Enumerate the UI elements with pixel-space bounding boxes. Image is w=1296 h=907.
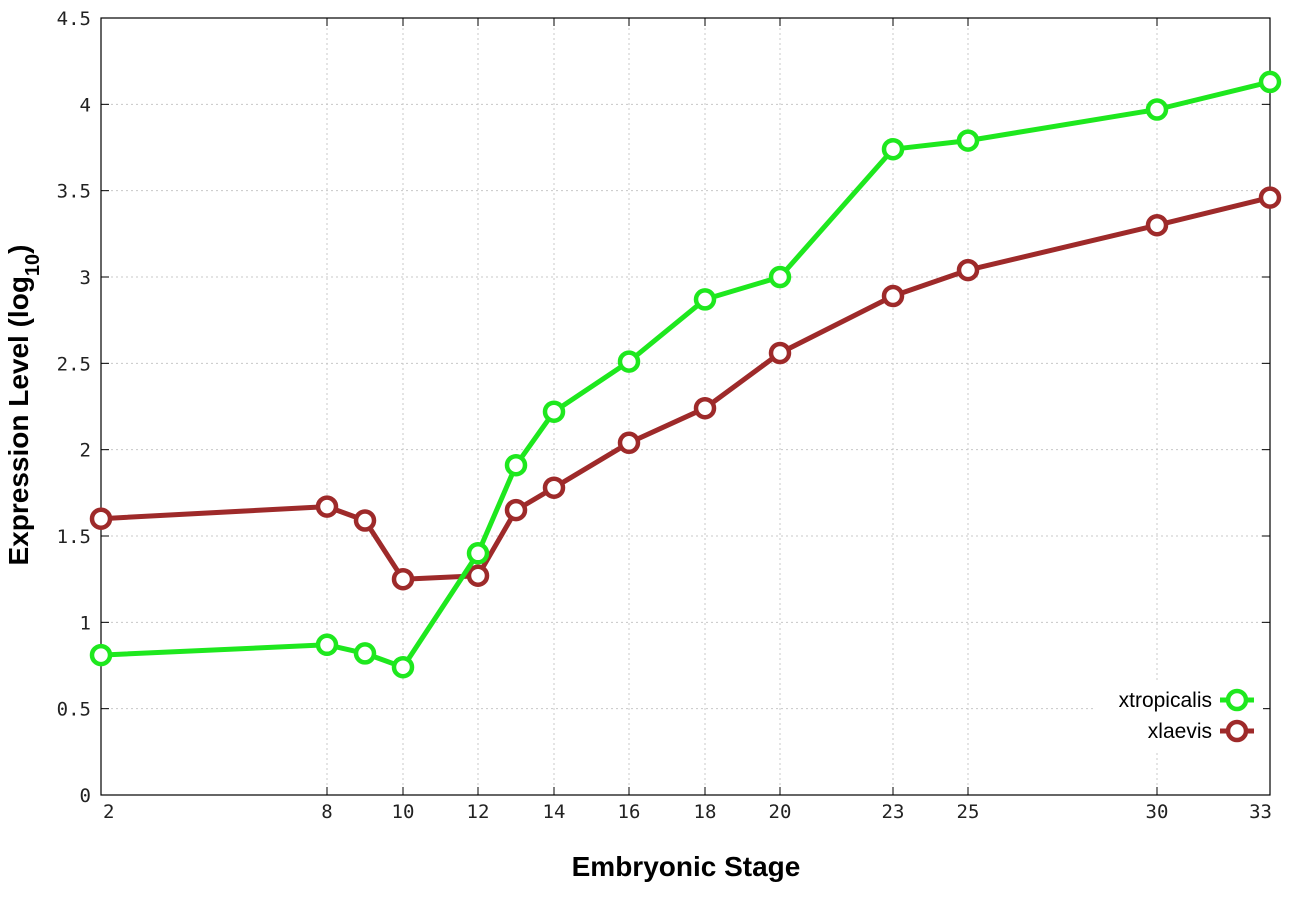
series-xtropicalis (89, 70, 1282, 679)
legend-label-xtropicalis: xtropicalis (1119, 689, 1212, 712)
legend-label-xlaevis: xlaevis (1148, 720, 1212, 743)
data-point-xlaevis (353, 509, 377, 532)
x-axis-title: Embryonic Stage (572, 851, 801, 882)
y-tick-label: 4.5 (57, 8, 91, 30)
legend-marker-xlaevis (1225, 719, 1249, 743)
y-tick-label: 0.5 (57, 699, 91, 721)
data-point-xlaevis (693, 396, 717, 420)
y-tick-label: 1 (80, 612, 91, 634)
data-point-xtropicalis (768, 265, 792, 289)
data-point-xlaevis (542, 476, 566, 499)
grid-lines (101, 18, 1270, 795)
y-axis-title-main: Expression Level (log (3, 276, 34, 565)
axis-ticks: 0 0.5 1 1.5 2 2.5 3 3.5 4 4.5 2 8 10 12 14 16 18 20 23 25 30… (57, 8, 1272, 823)
data-point-xtropicalis (881, 137, 905, 161)
data-point-xlaevis (504, 498, 528, 522)
data-point-xlaevis (466, 564, 490, 587)
y-axis-title-subscript: 10 (22, 254, 44, 276)
x-tick-label: 12 (467, 801, 490, 823)
data-point-xlaevis (881, 284, 905, 308)
y-tick-label: 3 (80, 267, 91, 289)
data-point-xtropicalis (504, 453, 528, 477)
data-point-xtropicalis (391, 655, 415, 679)
series-line-xlaevis (100, 195, 1271, 582)
legend: xtropicalis xlaevis (1095, 680, 1263, 750)
legend-marker-xtropicalis (1225, 688, 1249, 712)
data-point-xtropicalis (617, 350, 641, 373)
x-tick-label: 33 (1249, 801, 1272, 823)
data-point-xlaevis (89, 507, 113, 530)
data-point-xlaevis (617, 431, 641, 455)
data-point-xtropicalis (693, 288, 717, 311)
data-point-xtropicalis (542, 400, 566, 423)
y-tick-label: 2 (80, 440, 91, 462)
x-tick-label: 18 (694, 801, 717, 823)
data-point-xtropicalis (315, 633, 339, 657)
x-tick-label: 14 (543, 801, 566, 823)
x-tick-label: 20 (769, 801, 792, 823)
data-point-xtropicalis (466, 542, 490, 565)
data-point-xtropicalis (1258, 70, 1282, 94)
y-axis-title-close: ) (3, 245, 34, 254)
data-point-xlaevis (1145, 213, 1169, 237)
plot-frame (100, 17, 1271, 796)
data-point-xlaevis (956, 258, 980, 282)
x-tick-label: 23 (882, 801, 905, 823)
data-point-xtropicalis (956, 129, 980, 152)
data-point-xtropicalis (1145, 98, 1169, 121)
data-point-xtropicalis (89, 643, 113, 667)
x-tick-label: 30 (1146, 801, 1169, 823)
series-line-xtropicalis (100, 79, 1271, 670)
x-tick-label: 2 (103, 801, 114, 823)
y-tick-label: 0 (80, 785, 91, 807)
series-xlaevis (89, 186, 1282, 591)
y-tick-label: 3.5 (57, 181, 91, 203)
y-tick-label: 4 (80, 94, 91, 116)
x-tick-label: 25 (957, 801, 980, 823)
y-tick-label: 2.5 (57, 353, 91, 375)
x-tick-label: 10 (392, 801, 415, 823)
y-axis-title: Expression Level (log10) (3, 245, 44, 566)
data-point-xlaevis (315, 495, 339, 518)
x-tick-label: 16 (618, 801, 641, 823)
data-point-xlaevis (1258, 186, 1282, 209)
y-tick-label: 1.5 (57, 526, 91, 548)
x-tick-label: 8 (321, 801, 332, 823)
data-point-xlaevis (768, 341, 792, 365)
data-point-xtropicalis (353, 642, 377, 665)
data-point-xlaevis (391, 567, 415, 591)
series-layer (89, 70, 1282, 679)
